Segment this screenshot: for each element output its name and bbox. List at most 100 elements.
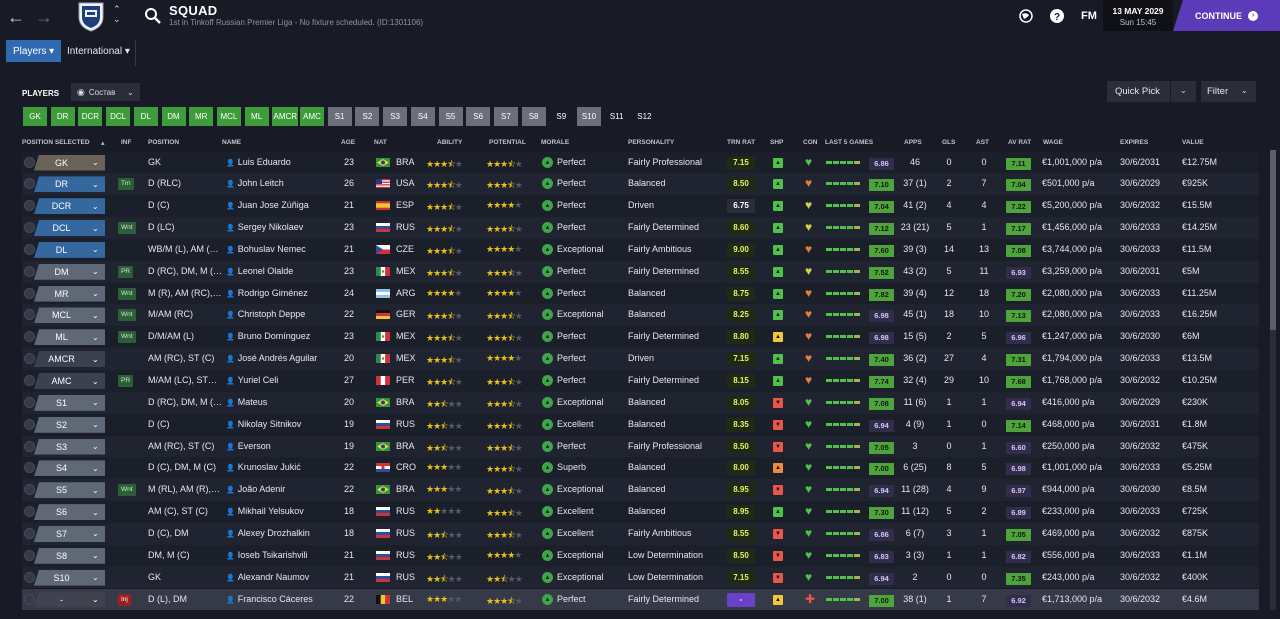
- morale[interactable]: Exceptional: [557, 571, 604, 582]
- table-row[interactable]: MCL ⌄ Wnt M/AM (RC) 👤 Christoph Deppe 22 GER ★★★…: [22, 304, 1259, 327]
- player-name[interactable]: 👤 Sergey Nikolaev: [226, 222, 346, 232]
- row-checkbox[interactable]: [24, 200, 35, 212]
- sharpness-icon[interactable]: ▲: [773, 354, 783, 365]
- player-name[interactable]: 👤 Alexey Drozhalkin: [226, 528, 346, 538]
- table-row[interactable]: DL ⌄ WB/M (L), AM (… 👤 Bohuslav Nemec 21 CZE ★★…: [22, 238, 1259, 261]
- info-badge[interactable]: Wnt: [118, 222, 136, 235]
- training-rating[interactable]: 7.15: [727, 155, 755, 170]
- position-select[interactable]: DCL ⌄: [34, 220, 105, 237]
- training-rating[interactable]: 8.25: [727, 308, 755, 323]
- sharpness-icon[interactable]: ▼: [773, 397, 783, 408]
- training-rating[interactable]: 8.50: [727, 177, 755, 192]
- training-rating[interactable]: 8.15: [727, 374, 755, 388]
- info-badge[interactable]: Wnt: [118, 331, 136, 344]
- row-checkbox[interactable]: [24, 549, 35, 561]
- condition-heart-icon[interactable]: ♥: [805, 460, 813, 475]
- col-gls[interactable]: GLS: [942, 139, 956, 146]
- info-badge[interactable]: Inj: [118, 593, 131, 606]
- sharpness-icon[interactable]: ▲: [773, 332, 783, 343]
- position-select[interactable]: S4 ⌄: [34, 460, 105, 477]
- table-row[interactable]: DCR ⌄ D (C) 👤 Juan Jose Zúñiga 21 ESP ★★★⯪★ ★★★★…: [22, 195, 1259, 217]
- condition-heart-icon[interactable]: ♥: [805, 307, 813, 322]
- nationality[interactable]: RUS: [396, 549, 416, 560]
- training-rating[interactable]: 8.60: [727, 221, 755, 236]
- position-button-s11[interactable]: S11: [604, 107, 629, 126]
- morale[interactable]: Exceptional: [557, 484, 604, 495]
- morale[interactable]: Exceptional: [557, 549, 604, 560]
- position-select[interactable]: MCL ⌄: [34, 307, 105, 324]
- nationality[interactable]: GER: [396, 309, 416, 320]
- condition-heart-icon[interactable]: ♥: [805, 241, 813, 256]
- position-select[interactable]: S3 ⌄: [34, 438, 105, 455]
- training-rating[interactable]: 8.05: [727, 395, 755, 410]
- position-select[interactable]: ML ⌄: [34, 329, 105, 346]
- nationality[interactable]: MEX: [396, 353, 416, 364]
- row-checkbox[interactable]: [24, 571, 35, 583]
- position-button-s9[interactable]: S9: [549, 107, 574, 126]
- nationality[interactable]: BRA: [396, 484, 415, 495]
- position-button-amcr[interactable]: AMCR: [272, 107, 299, 126]
- sharpness-icon[interactable]: ▲: [773, 244, 783, 255]
- search-icon[interactable]: [144, 7, 162, 25]
- position-select[interactable]: AMCR ⌄: [34, 351, 105, 368]
- condition-heart-icon[interactable]: ♥: [805, 504, 813, 519]
- sharpness-icon[interactable]: ▼: [773, 550, 783, 561]
- row-checkbox[interactable]: [24, 462, 35, 474]
- position-button-s12[interactable]: S12: [632, 107, 657, 126]
- table-row[interactable]: S1 ⌄ D (RC), DM, M (… 👤 Mateus 20 BRA ★★⯪★★ ★★★⯪…: [22, 391, 1259, 414]
- morale[interactable]: Perfect: [557, 440, 586, 451]
- info-badge[interactable]: Wnt: [118, 309, 136, 322]
- info-badge[interactable]: PR: [118, 375, 134, 387]
- sharpness-icon[interactable]: ▲: [773, 179, 783, 190]
- position-select[interactable]: S8 ⌄: [34, 547, 105, 564]
- table-row[interactable]: S6 ⌄ AM (C), ST (C) 👤 Mikhail Yelsukov 18 RUS ★…: [22, 501, 1259, 523]
- morale[interactable]: Perfect: [557, 287, 586, 298]
- col-shp[interactable]: SHP: [770, 139, 784, 146]
- training-rating[interactable]: 6.75: [727, 199, 755, 214]
- sharpness-icon[interactable]: ▼: [773, 419, 783, 430]
- row-checkbox[interactable]: [24, 331, 35, 343]
- help-icon[interactable]: ?: [1049, 8, 1065, 24]
- position-button-dl[interactable]: DL: [133, 107, 158, 126]
- condition-heart-icon[interactable]: ♥: [805, 547, 813, 562]
- position-button-dm[interactable]: DM: [161, 107, 186, 126]
- scrollbar-thumb[interactable]: [1270, 150, 1276, 330]
- condition-heart-icon[interactable]: ♥: [805, 220, 813, 235]
- morale[interactable]: Excellent: [557, 418, 594, 429]
- condition-heart-icon[interactable]: ♥: [805, 263, 813, 278]
- condition-heart-icon[interactable]: ✚: [805, 591, 816, 606]
- morale[interactable]: Perfect: [557, 375, 586, 385]
- tab-international[interactable]: International ▾: [67, 45, 130, 57]
- condition-heart-icon[interactable]: ♥: [805, 416, 813, 431]
- position-button-dcr[interactable]: DCR: [78, 107, 103, 126]
- player-name[interactable]: 👤 Christoph Deppe: [226, 309, 346, 319]
- player-name[interactable]: 👤 John Leitch: [226, 178, 346, 188]
- training-rating[interactable]: -: [727, 592, 755, 607]
- condition-heart-icon[interactable]: ♥: [805, 329, 813, 344]
- table-row[interactable]: S7 ⌄ D (C), DM 👤 Alexey Drozhalkin 18 RUS ★★⯪★★…: [22, 522, 1259, 545]
- position-select[interactable]: GK ⌄: [34, 154, 105, 171]
- sharpness-icon[interactable]: ▲: [773, 223, 783, 234]
- col-wage[interactable]: WAGE: [1043, 139, 1063, 146]
- position-button-mcl[interactable]: MCL: [216, 107, 241, 126]
- training-rating[interactable]: 8.95: [727, 505, 755, 520]
- fm-logo[interactable]: FM: [1081, 10, 1097, 22]
- col-expires[interactable]: EXPIRES: [1120, 139, 1149, 146]
- table-row[interactable]: S5 ⌄ Wnt M (RL), AM (R),… 👤 João Adenir 22 BRA ★…: [22, 479, 1259, 502]
- chevron-down-icon[interactable]: ⌄: [1180, 86, 1187, 95]
- morale[interactable]: Exceptional: [557, 396, 604, 407]
- position-button-mr[interactable]: MR: [189, 107, 214, 126]
- morale[interactable]: Perfect: [557, 200, 586, 211]
- morale[interactable]: Perfect: [557, 331, 586, 342]
- col-ability[interactable]: ABILITY: [437, 139, 463, 146]
- training-rating[interactable]: 8.35: [727, 417, 755, 432]
- nationality[interactable]: BRA: [396, 440, 415, 451]
- player-name[interactable]: 👤 José Andrés Aguilar: [226, 353, 346, 363]
- tab-players[interactable]: Players ▾: [6, 40, 62, 62]
- morale[interactable]: Perfect: [557, 178, 586, 189]
- training-rating[interactable]: 8.55: [727, 264, 755, 279]
- sharpness-icon[interactable]: ▲: [773, 201, 783, 212]
- sharpness-icon[interactable]: ▲: [773, 463, 783, 474]
- table-row[interactable]: S8 ⌄ DM, M (C) 👤 Ioseb Tsikarishvili 21 RUS ★★⯪…: [22, 544, 1259, 567]
- sharpness-icon[interactable]: ▲: [773, 157, 783, 168]
